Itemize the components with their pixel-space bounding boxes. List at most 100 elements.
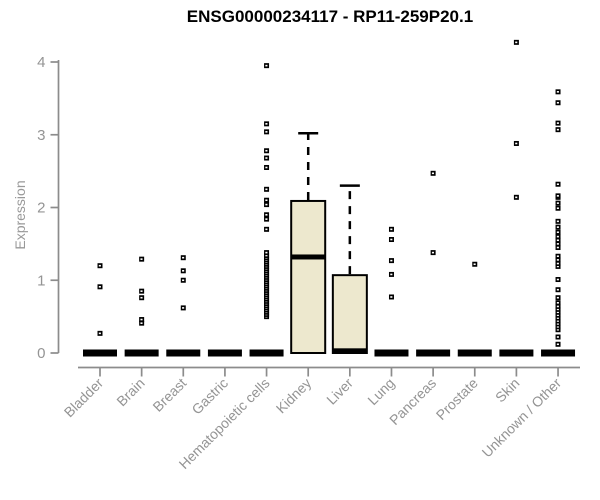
y-tick-label: 4: [37, 54, 45, 71]
zero-bar: [499, 349, 534, 357]
outlier-point-center: [515, 196, 518, 199]
zero-bar: [83, 349, 117, 357]
outlier-point-center: [556, 265, 559, 268]
outlier-point-center: [556, 122, 559, 124]
outlier-point-center: [556, 296, 559, 299]
outlier-point-center: [556, 226, 559, 228]
outlier-point-center: [556, 239, 559, 242]
outlier-point-center: [556, 336, 559, 338]
boxplot-box: [331, 274, 368, 354]
x-tick-label: Liver: [323, 375, 356, 408]
outlier-point-center: [556, 259, 559, 261]
zero-bar: [166, 349, 201, 357]
y-tick-label: 1: [37, 272, 45, 289]
outlier-point-center: [556, 246, 559, 249]
zero-bar: [124, 349, 159, 357]
outlier-point-center: [140, 258, 143, 260]
outlier-point-center: [265, 188, 268, 191]
outlier-point-center: [265, 254, 268, 257]
outlier-point-center: [265, 157, 268, 159]
x-tick-label: Kidney: [273, 375, 315, 417]
outlier-point-center: [265, 213, 268, 216]
outlier-point-center: [556, 220, 559, 223]
x-tick-label: Lung: [364, 375, 397, 408]
outlier-point-center: [473, 263, 476, 266]
zero-bar: [457, 349, 492, 357]
outlier-point-center: [182, 279, 185, 282]
outlier-point-center: [390, 296, 393, 298]
outlier-point-center: [140, 318, 143, 321]
outlier-point-center: [515, 41, 518, 44]
outlier-point-center: [556, 317, 559, 319]
zero-bar: [249, 349, 284, 357]
outlier-point-center: [556, 343, 559, 346]
outlier-point-center: [431, 172, 435, 175]
outlier-point-center: [390, 273, 393, 276]
outlier-point-center: [431, 251, 435, 254]
outlier-point-center: [556, 278, 559, 281]
boxplot-box: [290, 199, 327, 354]
x-tick-label: Breast: [149, 375, 189, 415]
outlier-point-center: [556, 128, 559, 131]
outlier-point-center: [265, 131, 268, 133]
outlier-point-center: [556, 314, 559, 316]
outlier-point-center: [556, 302, 559, 304]
outlier-point-center: [556, 202, 559, 204]
outlier-point-center: [556, 207, 559, 210]
zero-bar: [374, 349, 409, 357]
outlier-point-center: [556, 288, 559, 291]
outlier-point-center: [390, 228, 393, 231]
outlier-point-center: [556, 262, 559, 265]
outlier-point-center: [265, 123, 268, 125]
outlier-point-center: [265, 218, 268, 220]
x-tick-label: Unknown / Other: [479, 375, 565, 461]
outlier-point-center: [556, 195, 559, 197]
outlier-point-center: [556, 91, 559, 93]
x-tick-label: Skin: [492, 375, 523, 406]
outlier-point-center: [265, 199, 268, 202]
outlier-point-center: [556, 101, 559, 104]
outlier-point-center: [265, 149, 268, 152]
zero-bar: [207, 349, 242, 357]
zero-bar: [416, 349, 451, 357]
x-tick-label: Bladder: [61, 375, 107, 421]
y-tick-label: 0: [37, 345, 45, 362]
outlier-point-center: [265, 203, 268, 206]
outlier-point-center: [265, 166, 268, 169]
outlier-point-center: [182, 307, 185, 309]
outlier-point-center: [265, 251, 268, 254]
outlier-point-center: [556, 323, 559, 325]
outlier-point-center: [556, 305, 559, 308]
outlier-point-center: [556, 320, 559, 322]
outlier-point-center: [556, 311, 559, 314]
outlier-point-center: [515, 142, 518, 145]
outlier-point-center: [265, 228, 268, 231]
outlier-point-center: [556, 308, 559, 311]
outlier-point-center: [556, 231, 559, 234]
outlier-point-center: [98, 264, 101, 267]
outlier-point-center: [182, 256, 185, 259]
outlier-point-center: [182, 269, 185, 272]
x-tick-label: Brain: [113, 375, 147, 409]
zero-bar: [541, 349, 576, 357]
y-tick-label: 3: [37, 127, 45, 144]
x-tick-label: Prostate: [433, 375, 481, 423]
outlier-point-center: [556, 255, 559, 258]
outlier-point-center: [556, 183, 559, 186]
outlier-point-center: [140, 290, 143, 292]
y-tick-label: 2: [37, 200, 45, 217]
outlier-point-center: [556, 326, 559, 328]
outlier-point-center: [140, 322, 143, 324]
outlier-point-center: [556, 328, 559, 331]
chart-title: ENSG00000234117 - RP11-259P20.1: [186, 7, 474, 26]
outlier-point-center: [556, 235, 559, 238]
outlier-point-center: [140, 296, 143, 299]
outlier-point-center: [98, 332, 101, 335]
median-line: [332, 348, 367, 354]
outlier-point-center: [265, 64, 268, 67]
outlier-point-center: [390, 238, 393, 241]
outlier-point-center: [390, 259, 393, 262]
median-line: [291, 254, 326, 260]
